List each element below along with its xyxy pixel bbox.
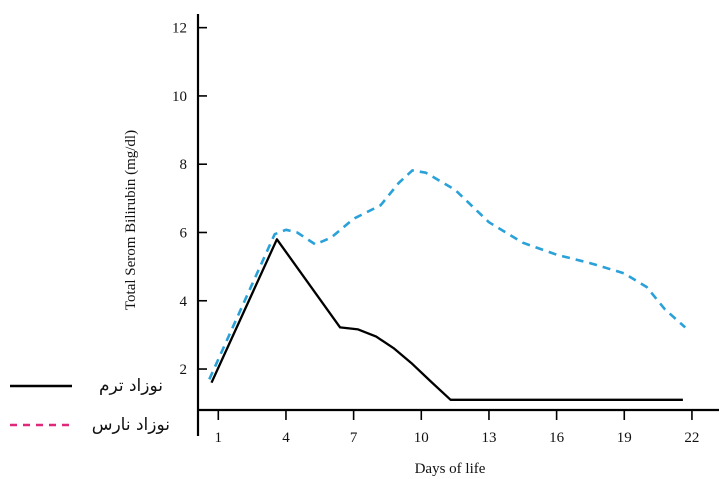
- legend: نوزاد ترم نوزاد نارس: [10, 376, 170, 435]
- y-ticks: 2 4 6 8 10 12: [172, 21, 207, 378]
- y-tick-label: 6: [180, 225, 188, 241]
- legend-label-preterm: نوزاد نارس: [92, 415, 170, 435]
- series-line-preterm: [208, 169, 687, 380]
- legend-label-term: نوزاد ترم: [99, 376, 163, 396]
- x-axis-title: Days of life: [415, 461, 486, 477]
- y-tick-label: 8: [180, 157, 188, 173]
- y-tick-label: 12: [172, 21, 187, 37]
- series-line-term: [210, 238, 683, 401]
- x-tick-label: 16: [549, 430, 565, 446]
- y-tick-label: 4: [180, 294, 188, 310]
- x-tick-label: 19: [617, 430, 632, 446]
- y-axis-title: Total Serom Bilirubin (mg/dl): [123, 130, 139, 310]
- chart-series: [208, 169, 687, 401]
- x-tick-label: 7: [350, 430, 358, 446]
- x-tick-label: 4: [282, 430, 290, 446]
- x-tick-label: 1: [215, 430, 223, 446]
- legend-item-term: نوزاد ترم: [10, 376, 163, 396]
- x-tick-label: 22: [684, 430, 699, 446]
- x-ticks: 1 4 7 10 13 16 19 22: [215, 410, 699, 446]
- chart-axes: [196, 14, 719, 436]
- legend-item-preterm: نوزاد نارس: [10, 415, 170, 435]
- x-tick-label: 13: [481, 430, 496, 446]
- y-tick-label: 10: [172, 89, 187, 105]
- y-tick-label: 2: [180, 362, 188, 378]
- x-tick-label: 10: [414, 430, 429, 446]
